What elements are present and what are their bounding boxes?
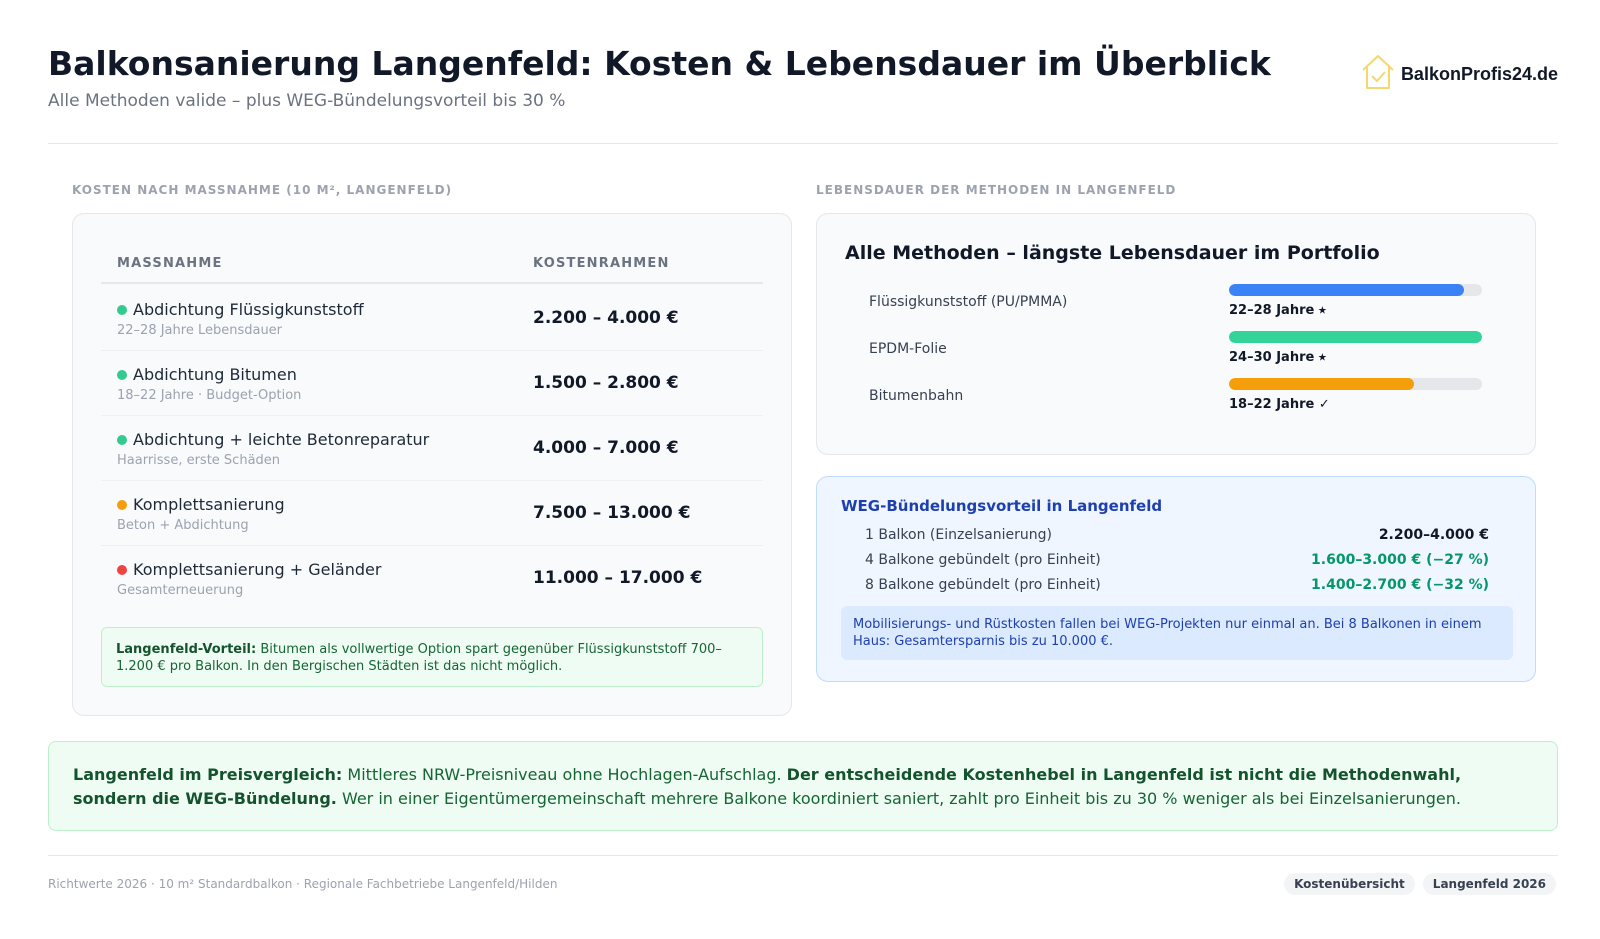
lifespan-bar bbox=[1229, 331, 1482, 343]
weg-row-label: 1 Balkon (Einzelsanierung) bbox=[865, 527, 1052, 543]
column-header-measure: MASSNAHME bbox=[117, 256, 223, 271]
measure-name: Abdichtung Bitumen bbox=[133, 365, 297, 384]
footer-note: Richtwerte 2026 · 10 m² Standardbalkon ·… bbox=[48, 877, 558, 891]
lifespan-row: Bitumenbahn 18–22 Jahre ✓ bbox=[869, 378, 1489, 418]
measure-name: Abdichtung + leichte Betonreparatur bbox=[133, 430, 430, 449]
weg-bundling-card: WEG-Bündelungsvorteil in Langenfeld 1 Ba… bbox=[816, 476, 1536, 682]
header-divider bbox=[48, 143, 1558, 144]
method-name: Flüssigkunststoff (PU/PMMA) bbox=[869, 294, 1068, 310]
tag-langenfeld-2026[interactable]: Langenfeld 2026 bbox=[1422, 873, 1556, 895]
table-row: Komplettsanierung Beton + Abdichtung 7.5… bbox=[101, 481, 763, 546]
weg-row-label: 8 Balkone gebündelt (pro Einheit) bbox=[865, 577, 1101, 593]
measure-detail: 18–22 Jahre · Budget-Option bbox=[117, 388, 302, 403]
lifespan-title: Alle Methoden – längste Lebensdauer im P… bbox=[845, 242, 1380, 264]
lifespan-value: 22–28 Jahre ⭑ bbox=[1229, 303, 1326, 318]
status-dot bbox=[117, 434, 127, 445]
method-name: EPDM-Folie bbox=[869, 341, 947, 357]
footer-divider bbox=[48, 855, 1558, 856]
weg-row-value: 1.400–2.700 € (−32 %) bbox=[1311, 577, 1489, 593]
status-dot bbox=[117, 564, 127, 575]
langenfeld-advantage-note: Langenfeld-Vorteil: Bitumen als vollwert… bbox=[101, 627, 763, 687]
measure-detail: Beton + Abdichtung bbox=[117, 518, 249, 533]
lifespan-value: 18–22 Jahre ✓ bbox=[1229, 397, 1330, 412]
weg-row-label: 4 Balkone gebündelt (pro Einheit) bbox=[865, 552, 1101, 568]
cost-table-card: MASSNAHME KOSTENRAHMEN Abdichtung Flüssi… bbox=[72, 213, 792, 716]
status-dot bbox=[117, 499, 127, 510]
summary-text-1: Mittleres NRW-Preisniveau ohne Hochlagen… bbox=[342, 765, 787, 784]
measure-detail: 22–28 Jahre Lebensdauer bbox=[117, 323, 283, 338]
costs-section-label: KOSTEN NACH MASSNAHME (10 M², LANGENFELD… bbox=[72, 183, 453, 197]
table-header: MASSNAHME KOSTENRAHMEN bbox=[101, 242, 763, 284]
table-row: Abdichtung + leichte Betonreparatur Haar… bbox=[101, 416, 763, 481]
status-dot bbox=[117, 369, 127, 380]
page-title: Balkonsanierung Langenfeld: Kosten & Leb… bbox=[48, 44, 1271, 83]
summary-label: Langenfeld im Preisvergleich: bbox=[73, 765, 343, 784]
measure-name: Komplettsanierung bbox=[133, 495, 285, 514]
weg-price-row: 4 Balkone gebündelt (pro Einheit) 1.600–… bbox=[865, 552, 1489, 572]
lifespan-value: 24–30 Jahre ⭑ bbox=[1229, 350, 1326, 365]
brand-name: BalkonProfis24.de bbox=[1400, 63, 1558, 84]
measure-name: Komplettsanierung + Geländer bbox=[133, 560, 382, 579]
advantage-label: Langenfeld-Vorteil: bbox=[116, 642, 257, 657]
weg-price-row: 8 Balkone gebündelt (pro Einheit) 1.400–… bbox=[865, 577, 1489, 597]
lifespan-card: Alle Methoden – längste Lebensdauer im P… bbox=[816, 213, 1536, 455]
lifespan-bar bbox=[1229, 378, 1414, 390]
weg-price-row: 1 Balkon (Einzelsanierung) 2.200–4.000 € bbox=[865, 527, 1489, 547]
measure-name: Abdichtung Flüssigkunststoff bbox=[133, 300, 364, 319]
cost-range: 1.500 – 2.800 € bbox=[533, 373, 679, 393]
summary-text-2: Wer in einer Eigentümergemeinschaft mehr… bbox=[336, 789, 1461, 808]
weg-row-value: 2.200–4.000 € bbox=[1378, 527, 1489, 543]
table-row: Abdichtung Bitumen 18–22 Jahre · Budget-… bbox=[101, 351, 763, 416]
footer-tags: Kostenübersicht Langenfeld 2026 bbox=[1284, 873, 1556, 895]
page-subtitle: Alle Methoden valide – plus WEG-Bündelun… bbox=[48, 91, 566, 111]
brand-logo[interactable]: BalkonProfis24.de bbox=[1359, 52, 1558, 96]
page-header: Balkonsanierung Langenfeld: Kosten & Leb… bbox=[48, 44, 1558, 111]
weg-row-value: 1.600–3.000 € (−27 %) bbox=[1311, 552, 1489, 568]
measure-detail: Haarrisse, erste Schäden bbox=[117, 453, 281, 468]
lifespan-bar-track bbox=[1229, 331, 1482, 343]
table-row: Komplettsanierung + Geländer Gesamterneu… bbox=[101, 546, 763, 611]
cost-range: 7.500 – 13.000 € bbox=[533, 503, 691, 523]
lifespan-section-label: LEBENSDAUER DER METHODEN IN LANGENFELD bbox=[816, 183, 1177, 197]
weg-note: Mobilisierungs- und Rüstkosten fallen be… bbox=[841, 606, 1513, 660]
cost-range: 2.200 – 4.000 € bbox=[533, 308, 679, 328]
lifespan-bar bbox=[1229, 284, 1465, 296]
price-comparison-summary: Langenfeld im Preisvergleich: Mittleres … bbox=[48, 741, 1558, 831]
column-header-cost: KOSTENRAHMEN bbox=[533, 256, 670, 271]
cost-range: 11.000 – 17.000 € bbox=[533, 568, 703, 588]
lifespan-row: Flüssigkunststoff (PU/PMMA) 22–28 Jahre … bbox=[869, 284, 1489, 324]
status-dot bbox=[117, 304, 127, 315]
lifespan-bar-track bbox=[1229, 378, 1482, 390]
lifespan-bar-track bbox=[1229, 284, 1482, 296]
advantage-text: Bitumen als vollwertige Option spart geg… bbox=[116, 642, 722, 674]
method-name: Bitumenbahn bbox=[869, 388, 964, 404]
house-check-icon bbox=[1359, 52, 1397, 96]
lifespan-row: EPDM-Folie 24–30 Jahre ⭑ bbox=[869, 331, 1489, 371]
table-row: Abdichtung Flüssigkunststoff 22–28 Jahre… bbox=[101, 286, 763, 351]
summary-highlight: Der entscheidende Kostenhebel in Langenf… bbox=[73, 765, 1462, 808]
tag-cost-overview[interactable]: Kostenübersicht bbox=[1284, 873, 1415, 895]
weg-title: WEG-Bündelungsvorteil in Langenfeld bbox=[841, 497, 1163, 515]
cost-range: 4.000 – 7.000 € bbox=[533, 438, 679, 458]
measure-detail: Gesamterneuerung bbox=[117, 583, 244, 598]
